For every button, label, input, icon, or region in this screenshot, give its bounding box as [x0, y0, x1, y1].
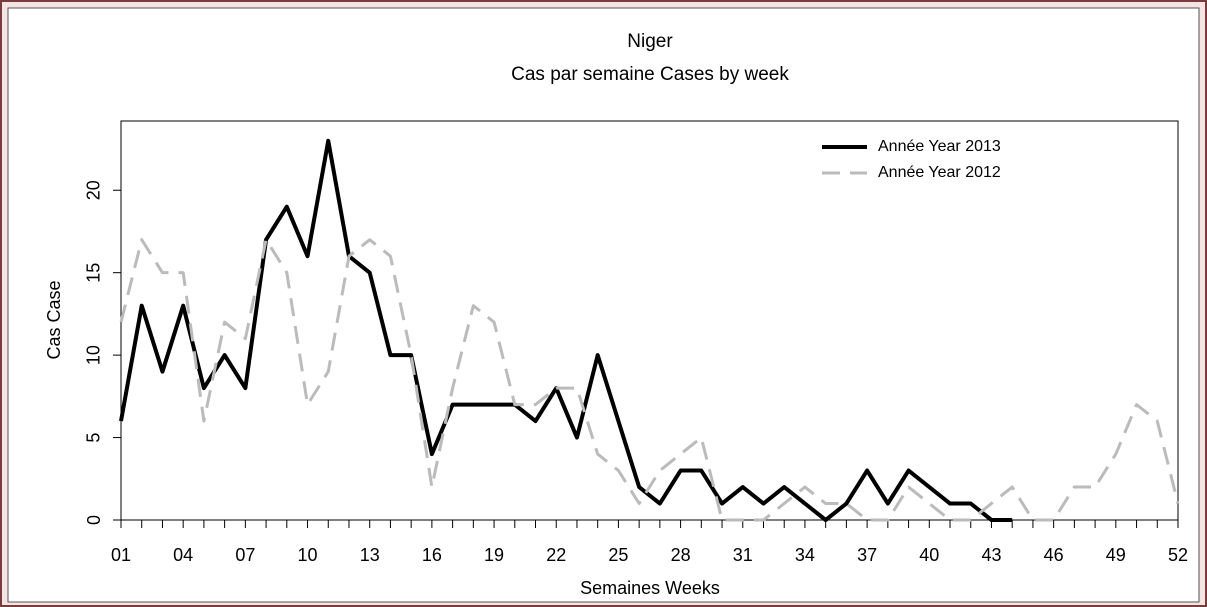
- y-tick-label: 15: [84, 263, 104, 283]
- x-tick-label: 49: [1106, 545, 1126, 565]
- y-tick-label: 5: [84, 433, 104, 443]
- series-line: [119, 238, 1180, 522]
- legend-label: Année Year 2012: [878, 164, 1001, 181]
- x-tick-label: 43: [981, 545, 1001, 565]
- x-tick-label: 52: [1168, 545, 1188, 565]
- x-tick-label: 04: [173, 545, 193, 565]
- x-tick-label: 46: [1044, 545, 1064, 565]
- x-tick-label: 37: [857, 545, 877, 565]
- y-tick-label: 20: [84, 180, 104, 200]
- x-tick-label: 28: [671, 545, 691, 565]
- x-tick-label: 10: [298, 545, 318, 565]
- legend-label: Année Year 2013: [878, 138, 1001, 155]
- x-tick-label: 31: [733, 545, 753, 565]
- x-tick-label: 07: [235, 545, 255, 565]
- x-tick-label: 13: [360, 545, 380, 565]
- chart-title: Niger: [627, 31, 673, 52]
- series-line: [119, 138, 1013, 522]
- x-tick-label: 34: [795, 545, 815, 565]
- x-tick-label: 16: [422, 545, 442, 565]
- y-axis-label: Cas Case: [44, 280, 64, 359]
- x-axis-label: Semaines Weeks: [580, 578, 720, 598]
- x-tick-label: 25: [608, 545, 628, 565]
- panel: [7, 7, 1200, 603]
- y-tick-label: 0: [84, 515, 104, 525]
- x-tick-label: 22: [546, 545, 566, 565]
- y-tick-label: 10: [84, 345, 104, 365]
- x-tick-label: 19: [484, 545, 504, 565]
- x-tick-label: 40: [919, 545, 939, 565]
- x-tick-label: 01: [111, 545, 131, 565]
- chart-subtitle: Cas par semaine Cases by week: [511, 64, 789, 85]
